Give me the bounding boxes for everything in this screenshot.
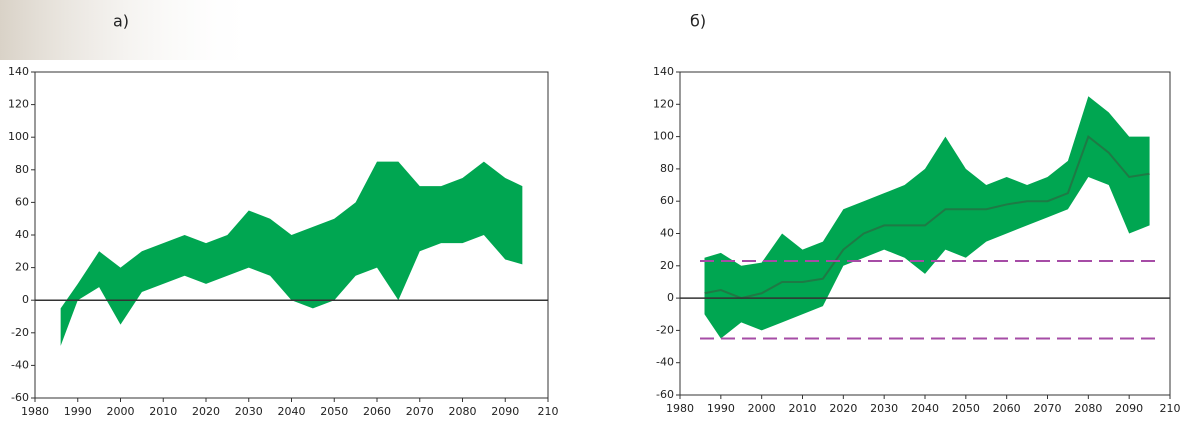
y-tick-label: 40 bbox=[15, 228, 29, 241]
x-tick-label: 2020 bbox=[829, 402, 857, 415]
x-tick-label: 2090 bbox=[491, 405, 519, 418]
x-tick-label: 2070 bbox=[406, 405, 434, 418]
y-tick-label: 0 bbox=[22, 293, 29, 306]
y-tick-label: 80 bbox=[15, 163, 29, 176]
y-tick-label: -20 bbox=[11, 326, 29, 339]
y-tick-label: 60 bbox=[15, 195, 29, 208]
mean-line bbox=[704, 134, 1150, 300]
y-tick-label: 140 bbox=[8, 65, 29, 78]
x-tick-label: 210 bbox=[538, 405, 559, 418]
x-tick-label: 2050 bbox=[952, 402, 980, 415]
x-tick-label: 2000 bbox=[748, 402, 776, 415]
panel-label: а) bbox=[113, 12, 129, 31]
y-tick-label: 40 bbox=[660, 227, 674, 240]
y-tick-label: 100 bbox=[8, 130, 29, 143]
x-tick-label: 2020 bbox=[192, 405, 220, 418]
x-tick-label: 2010 bbox=[149, 405, 177, 418]
x-tick-label: 2040 bbox=[278, 405, 306, 418]
x-tick-label: 1990 bbox=[64, 405, 92, 418]
x-tick-label: 2090 bbox=[1115, 402, 1143, 415]
spread-band bbox=[704, 96, 1150, 339]
x-tick-label: 2070 bbox=[1034, 402, 1062, 415]
y-tick-label: 20 bbox=[15, 261, 29, 274]
x-tick-label: 1980 bbox=[666, 402, 694, 415]
y-tick-label: 80 bbox=[660, 162, 674, 175]
x-tick-label: 2000 bbox=[107, 405, 135, 418]
x-tick-label: 2030 bbox=[235, 405, 263, 418]
y-tick-label: 0 bbox=[667, 291, 674, 304]
panel-label: б) bbox=[690, 12, 706, 31]
y-tick-label: 120 bbox=[8, 98, 29, 111]
x-tick-label: 2030 bbox=[870, 402, 898, 415]
y-tick-label: 120 bbox=[653, 97, 674, 110]
x-tick-label: 1980 bbox=[21, 405, 49, 418]
y-tick-label: -40 bbox=[11, 358, 29, 371]
x-tick-label: 1990 bbox=[707, 402, 735, 415]
y-tick-label: 100 bbox=[653, 130, 674, 143]
y-tick-label: -20 bbox=[656, 323, 674, 336]
x-tick-label: 2080 bbox=[1074, 402, 1102, 415]
x-tick-label: 2060 bbox=[363, 405, 391, 418]
x-tick-label: 2060 bbox=[993, 402, 1021, 415]
spread-band bbox=[60, 161, 523, 346]
y-tick-label: 60 bbox=[660, 194, 674, 207]
y-tick-label: -60 bbox=[656, 388, 674, 401]
x-tick-label: 2050 bbox=[320, 405, 348, 418]
y-tick-label: -40 bbox=[656, 356, 674, 369]
x-tick-label: 2080 bbox=[449, 405, 477, 418]
y-tick-label: 140 bbox=[653, 65, 674, 78]
y-tick-label: 20 bbox=[660, 259, 674, 272]
x-tick-label: 2040 bbox=[911, 402, 939, 415]
x-tick-label: 210 bbox=[1160, 402, 1181, 415]
y-tick-label: -60 bbox=[11, 391, 29, 404]
background-texture bbox=[0, 0, 260, 60]
x-tick-label: 2010 bbox=[789, 402, 817, 415]
